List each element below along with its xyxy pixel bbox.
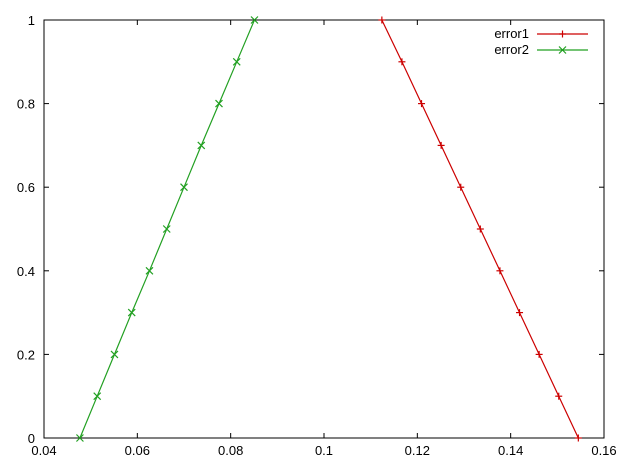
x-tick-label: 0.14 [498,443,523,458]
error2-point [76,434,84,442]
x-tick-label: 0.16 [591,443,616,458]
error2-point [93,392,102,401]
x-tick-label: 0.08 [218,443,243,458]
error1-point [398,58,406,66]
axis-tick-labels: 0.04 0.06 0.08 0.1 0.12 0.14 0.16 0 0.2 0.4 0.6 0.8… [17,13,617,458]
y-tick-label: 0.6 [17,180,35,195]
legend-marker-error2 [558,46,567,54]
y-tick-label: 0.4 [17,264,35,279]
error1-point [437,141,445,149]
series-lines [79,19,579,439]
y-tick-label: 0 [28,431,35,446]
x-tick-label: 0.12 [405,443,430,458]
y-tick-label: 0.8 [17,97,35,112]
error2-point [232,57,241,66]
axis-ticks [43,19,605,439]
x-tick-label: 0.1 [315,443,333,458]
error2-point [110,350,119,359]
x-tick-label: 0.04 [31,443,56,458]
error2-point [127,308,136,317]
legend-marker-error1 [559,30,566,38]
error1-point [418,100,426,108]
plot-frame [43,19,605,439]
error1-point [476,225,484,233]
series-markers [76,16,582,442]
error2-point [162,225,171,233]
error1-point [535,350,543,358]
error1-point [378,16,386,24]
error1-point [555,392,563,400]
error1-point [457,183,465,191]
error1-point [574,434,582,442]
error2-point [250,16,259,24]
y-tick-label: 0.2 [17,347,35,362]
legend-label-error2: error2 [494,42,529,57]
error2-point [197,141,206,150]
y-tick-label: 1 [28,13,35,28]
error2-point [145,266,154,275]
error1-point [516,309,524,317]
error1-point [496,267,504,275]
x-tick-label: 0.06 [125,443,150,458]
legend-label-error1: error1 [494,26,529,41]
error2-point [180,183,188,192]
error2-point [215,99,223,108]
